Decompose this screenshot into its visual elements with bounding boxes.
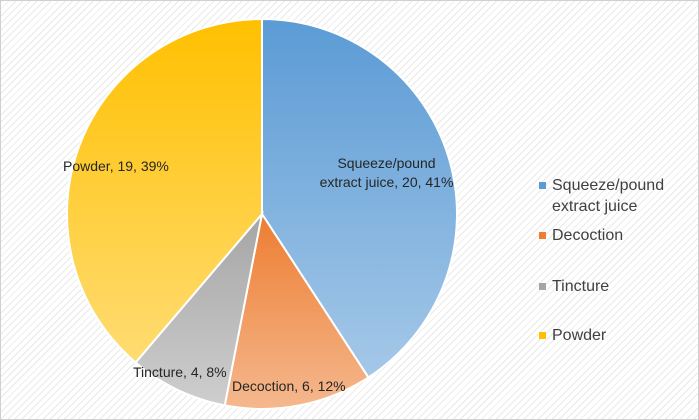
data-label-tincture: Tincture, 4, 8% <box>133 364 227 380</box>
legend-swatch <box>539 182 546 189</box>
legend-swatch <box>539 283 546 290</box>
legend-item-powder: Powder <box>539 325 606 346</box>
legend-label: Powder <box>552 327 607 344</box>
legend-label: Decoction <box>552 227 624 244</box>
legend-swatch <box>539 232 546 239</box>
data-label-decoction: Decoction, 6, 12% <box>232 378 346 394</box>
legend-item-tincture: Tincture <box>539 276 609 297</box>
pie-slice-powder <box>66 17 263 364</box>
legend-item-squeeze: Squeeze/pound extract juice <box>539 175 687 217</box>
pie-slice-tincture <box>134 210 264 407</box>
data-label-powder: Powder, 19, 39% <box>63 158 169 174</box>
legend-label: Tincture <box>552 278 610 295</box>
pie-slice-decoction <box>223 211 370 410</box>
legend-label: Squeeze/pound extract juice <box>552 177 665 215</box>
data-label-squeeze: Squeeze/pound extract juice, 20, 41% <box>319 155 454 190</box>
legend-item-decoction: Decoction <box>539 225 623 246</box>
pie-slices <box>66 17 458 410</box>
legend-swatch <box>539 332 546 339</box>
